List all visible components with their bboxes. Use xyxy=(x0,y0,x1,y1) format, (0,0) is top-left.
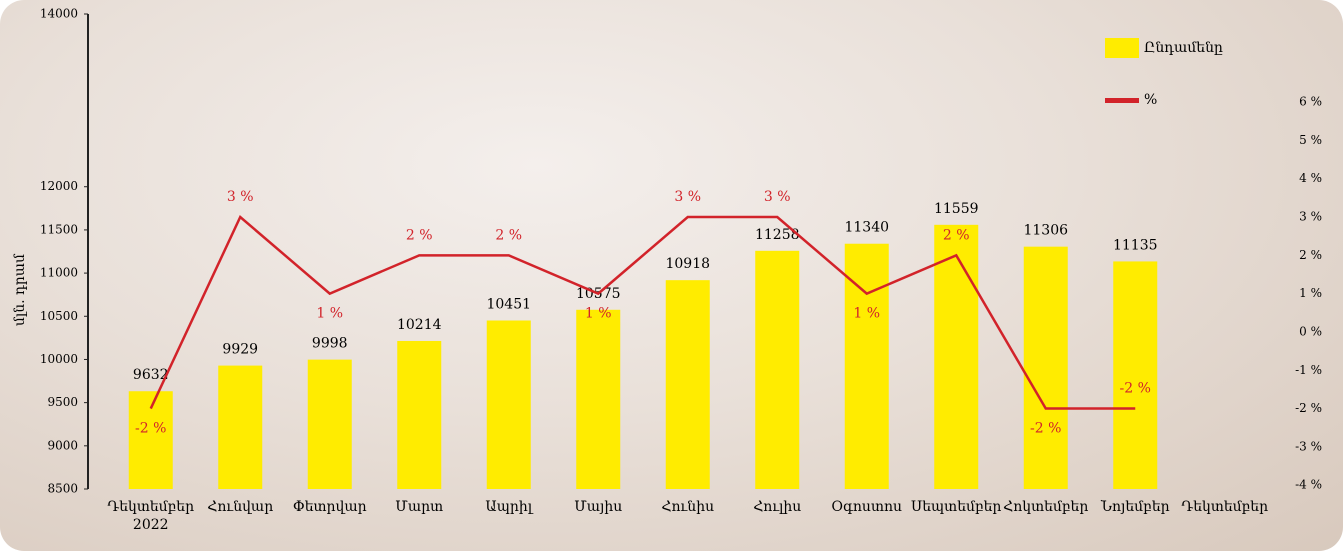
y2-tick-label: -3 % xyxy=(1295,439,1322,453)
y-tick-label: 8500 xyxy=(47,482,78,496)
line-value-label: -2 % xyxy=(1120,381,1151,397)
x-tick-label: Հոկտեմբեր xyxy=(1003,499,1088,515)
bar xyxy=(666,280,710,489)
line xyxy=(151,217,1136,409)
line-value-label: 1 % xyxy=(316,306,343,322)
y2-tick-label: 5 % xyxy=(1299,133,1322,147)
bar-value-label: 11340 xyxy=(844,220,889,236)
x-tick-label: Սեպտեմբեր xyxy=(911,499,1001,515)
y2-tick-label: 3 % xyxy=(1299,210,1322,224)
x-tick-label: Դեկտեմբեր xyxy=(1181,499,1268,515)
line-value-label: 3 % xyxy=(674,189,701,205)
line-value-label: 3 % xyxy=(227,189,254,205)
bar xyxy=(576,310,620,489)
bar xyxy=(1024,247,1068,489)
bar-value-label: 9929 xyxy=(222,342,258,358)
line-value-label: -2 % xyxy=(1030,421,1061,437)
bar xyxy=(1113,261,1157,489)
line-value-label: 1 % xyxy=(585,306,612,322)
x-tick-label: Հուլիս xyxy=(753,499,801,515)
x-tick-label: Մայիս xyxy=(574,499,622,515)
x-tick-label: Նոյեմբեր xyxy=(1100,499,1170,515)
bar-value-label: 9998 xyxy=(312,336,348,352)
y2-tick-label: -1 % xyxy=(1295,363,1322,377)
line-value-label: 1 % xyxy=(853,306,880,322)
y2-tick-label: 4 % xyxy=(1299,171,1322,185)
y2-tick-label: 2 % xyxy=(1299,248,1322,262)
y-tick-label: 14000 xyxy=(40,7,78,21)
line-value-label: -2 % xyxy=(135,421,166,437)
chart-card: մլն. դրամ 8500 9000 9500 10000 10500 11000 115… xyxy=(0,0,1343,551)
y2-tick-label: -2 % xyxy=(1295,401,1322,415)
x-tick-label: Հունվար xyxy=(207,499,273,515)
y2-tick-label: 0 % xyxy=(1299,324,1322,338)
y2-tick-label: 6 % xyxy=(1299,95,1322,109)
y-tick-label: 11500 xyxy=(40,222,78,236)
y-tick-label: 10500 xyxy=(40,309,78,323)
chart: մլն. դրամ 8500 9000 9500 10000 10500 11000 115… xyxy=(0,0,1343,551)
legend-swatch xyxy=(1105,38,1139,58)
bar-value-label: 11135 xyxy=(1113,237,1158,253)
line-value-label: 2 % xyxy=(406,227,433,243)
y-tick-label: 9000 xyxy=(47,438,78,452)
bar-value-label: 10214 xyxy=(397,317,442,333)
bar xyxy=(755,251,799,489)
line-value-label: 2 % xyxy=(495,227,522,243)
line-value-label: 2 % xyxy=(943,227,970,243)
legend-label: Ընդամենը xyxy=(1144,40,1223,56)
x-tick-label: Օգոստոս xyxy=(831,499,902,515)
bar xyxy=(487,321,531,489)
legend-swatch xyxy=(1105,98,1139,103)
bar xyxy=(397,341,441,489)
y-tick-label: 10000 xyxy=(40,352,78,366)
bar-value-label: 11559 xyxy=(934,201,979,217)
bar-value-label: 10451 xyxy=(486,297,531,313)
bar xyxy=(934,225,978,489)
line-value-label: 3 % xyxy=(764,189,791,205)
y2-tick-label: -4 % xyxy=(1295,478,1322,492)
bar xyxy=(218,366,262,489)
x-tick-label: Ապրիլ xyxy=(485,499,533,515)
x-tick-label: Մարտ xyxy=(395,499,443,515)
bar-value-label: 11306 xyxy=(1023,223,1068,239)
bar xyxy=(308,360,352,489)
y-tick-label: 9500 xyxy=(47,395,78,409)
y-tick-label: 12000 xyxy=(40,179,78,193)
legend-label: % xyxy=(1144,92,1157,108)
y-tick-label: 11000 xyxy=(40,266,78,280)
y-axis-label: մլն. դրամ xyxy=(12,253,28,326)
y2-tick-label: 1 % xyxy=(1299,286,1322,300)
x-tick-label: Հունիս xyxy=(661,499,714,515)
x-tick-label: Փետրվար xyxy=(293,499,367,515)
bar-value-label: 10918 xyxy=(665,256,710,272)
